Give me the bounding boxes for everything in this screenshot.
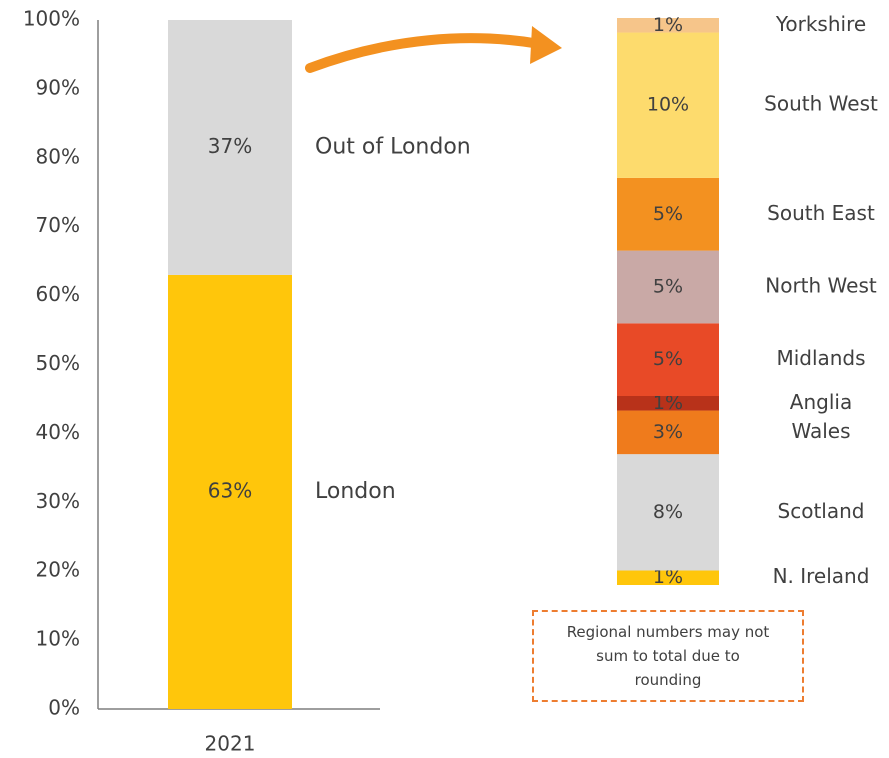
- bar-segment: [617, 250, 719, 324]
- y-tick-label: 0%: [48, 696, 80, 720]
- bar-segment: [617, 410, 719, 455]
- y-tick-label: 10%: [36, 627, 80, 651]
- bar-segment: [617, 177, 719, 251]
- bar-segment: [617, 18, 719, 33]
- series-label: South West: [764, 92, 878, 116]
- arrow-head: [530, 26, 562, 64]
- series-label: Anglia: [790, 390, 852, 414]
- arrow: [305, 33, 545, 73]
- y-tick-label: 50%: [36, 351, 80, 375]
- y-tick-label: 80%: [36, 144, 80, 168]
- series-label: London: [315, 479, 396, 504]
- y-tick-label: 60%: [36, 282, 80, 306]
- y-tick-label: 40%: [36, 420, 80, 444]
- y-tick-label: 100%: [23, 7, 80, 31]
- data-label: 1%: [653, 566, 683, 588]
- series-label: Midlands: [776, 346, 865, 370]
- bar-segment: [617, 32, 719, 178]
- data-label: 5%: [653, 275, 683, 297]
- data-label: 5%: [653, 348, 683, 370]
- bar-segment: [617, 454, 719, 571]
- series-label: South East: [767, 201, 875, 225]
- y-tick-label: 70%: [36, 213, 80, 237]
- data-label: 8%: [653, 501, 683, 523]
- series-label: Out of London: [315, 134, 471, 159]
- x-tick-label: 2021: [205, 732, 256, 756]
- bar-segment: [168, 20, 292, 275]
- bar-segment: [617, 396, 719, 411]
- series-label: Wales: [791, 419, 850, 443]
- y-tick-label: 30%: [36, 489, 80, 513]
- data-label: 63%: [208, 478, 252, 502]
- series-label: Yorkshire: [775, 12, 866, 36]
- series-label: N. Ireland: [773, 564, 870, 588]
- data-label: 3%: [653, 421, 683, 443]
- data-label: 10%: [647, 94, 689, 116]
- data-label: 1%: [653, 14, 683, 36]
- bar-segment: [617, 323, 719, 396]
- series-label: Scotland: [778, 499, 865, 523]
- data-label: 37%: [208, 134, 252, 158]
- note: Regional numbers may not sum to total du…: [532, 610, 804, 702]
- data-label: 5%: [653, 203, 683, 225]
- series-label: North West: [765, 273, 877, 297]
- data-label: 1%: [653, 392, 683, 414]
- bar-segment: [168, 274, 292, 709]
- y-tick-label: 90%: [36, 75, 80, 99]
- bar-segment: [617, 570, 719, 585]
- y-tick-label: 20%: [36, 558, 80, 582]
